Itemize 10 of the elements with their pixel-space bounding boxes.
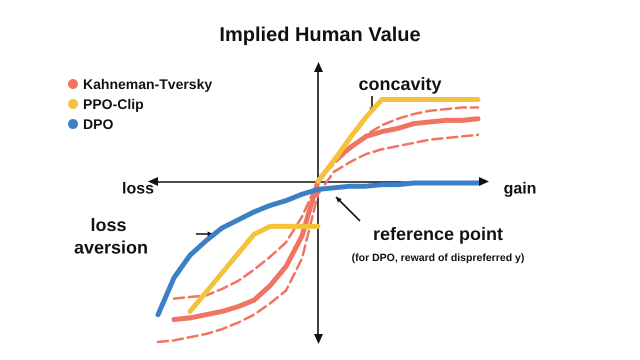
legend-label: PPO-Clip	[83, 96, 144, 112]
text: concavity	[358, 74, 442, 94]
annotation: reference point	[372, 224, 504, 244]
text: loss aversion	[74, 214, 148, 258]
text: gain	[504, 180, 536, 198]
annotation: (for DPO, reward of dispreferred y)	[352, 252, 524, 264]
legend-label: Kahneman-Tversky	[83, 76, 212, 92]
chart-title: Implied Human Value	[219, 24, 421, 46]
legend-label: DPO	[83, 116, 114, 132]
text: loss	[122, 180, 154, 198]
